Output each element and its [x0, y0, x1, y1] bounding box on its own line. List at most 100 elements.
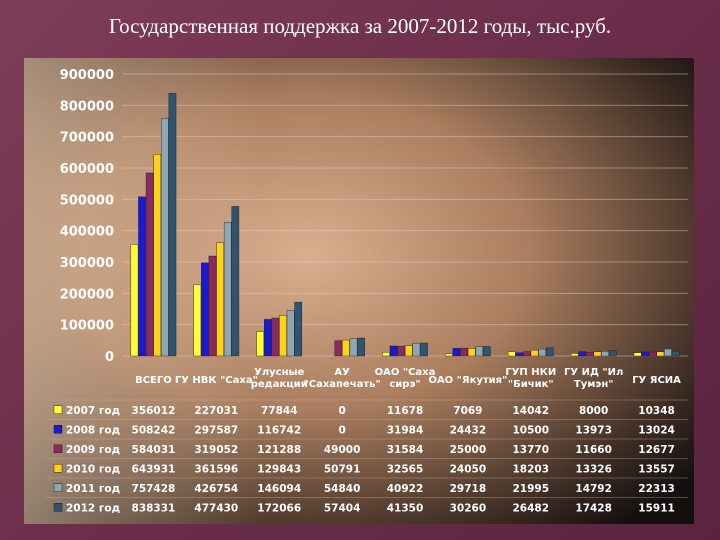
bar — [648, 351, 657, 357]
table-cell: 356012 — [132, 405, 176, 417]
table-cell: 49000 — [324, 444, 361, 456]
table-cell: 10348 — [638, 405, 675, 417]
slide-title: Государственная поддержка за 2007-2012 г… — [108, 14, 612, 38]
table-cell: 31984 — [387, 424, 424, 436]
bar — [294, 301, 303, 357]
category-label: АУ — [334, 367, 350, 378]
category-label: Тумэн" — [574, 379, 614, 390]
table-cell: 14042 — [513, 405, 550, 417]
bar — [530, 350, 539, 357]
table-cell: 0 — [338, 405, 345, 417]
table-cell: 13770 — [513, 444, 550, 456]
table-cell: 297587 — [194, 424, 238, 436]
category-label: ГУП НКИ — [505, 367, 556, 378]
category-label: ОАО "Якутия" — [428, 375, 507, 386]
y-tick-label: 800000 — [60, 99, 114, 114]
category-label: редакции — [251, 379, 308, 390]
bar — [545, 347, 554, 357]
category-label: ГУ ИД "Ил — [564, 367, 623, 378]
bar — [412, 342, 421, 357]
table-cell: 361596 — [194, 463, 238, 475]
category-label: "Бичик" — [508, 379, 554, 390]
bar — [256, 331, 265, 357]
table-cell: 7069 — [453, 405, 482, 417]
bar — [523, 351, 531, 357]
bar — [161, 118, 169, 357]
series-label: 2011 год — [66, 483, 120, 495]
y-tick-label: 600000 — [60, 162, 114, 177]
legend-swatch — [53, 464, 63, 473]
legend-swatch — [53, 444, 63, 453]
series-label: 2012 год — [66, 502, 120, 514]
table-cell: 426754 — [194, 483, 238, 495]
table-cell: 227031 — [194, 405, 238, 417]
table-cell: 319052 — [194, 444, 238, 456]
table-cell: 10500 — [513, 424, 550, 436]
table-cell: 121288 — [257, 444, 301, 456]
series-label: 2007 год — [66, 405, 120, 417]
bar — [507, 351, 516, 357]
table-cell: 40922 — [387, 483, 424, 495]
table-cell: 21995 — [513, 483, 550, 495]
table-cell: 17428 — [575, 502, 612, 514]
chart-panel: 0 100000 200000 300000 400000 500000 600000 700… — [24, 58, 694, 524]
table-cell: 22313 — [638, 483, 675, 495]
bar — [208, 255, 217, 357]
table-cell: 13557 — [638, 463, 675, 475]
category-label: "Сахапечать" — [304, 379, 381, 390]
bar — [264, 319, 272, 357]
bar — [601, 351, 609, 357]
bar — [578, 351, 587, 357]
table-cell: 31584 — [387, 444, 424, 456]
table-cell: 26482 — [513, 502, 550, 514]
bar — [138, 196, 146, 357]
bar — [538, 348, 546, 357]
table-cell: 15911 — [638, 502, 675, 514]
bar — [389, 345, 398, 357]
bar — [130, 244, 139, 357]
series-label: 2010 год — [66, 463, 120, 475]
bar — [231, 206, 240, 357]
table-cell: 24432 — [450, 424, 487, 436]
table-cell: 13024 — [638, 424, 675, 436]
table-cell: 30260 — [450, 502, 487, 514]
bar — [405, 345, 413, 357]
bar — [445, 353, 453, 357]
bar — [608, 350, 617, 357]
y-tick-label: 900000 — [60, 68, 114, 83]
y-tick-label: 300000 — [60, 256, 114, 271]
bar — [271, 317, 280, 357]
table-cell: 477430 — [194, 502, 238, 514]
bar — [168, 93, 177, 357]
bar — [515, 352, 524, 357]
table-cell: 584031 — [132, 444, 176, 456]
table-cell: 41350 — [387, 502, 424, 514]
category-label: Улусные — [254, 367, 304, 378]
bar — [586, 352, 594, 357]
bar — [357, 337, 365, 357]
table-cell: 838331 — [132, 502, 176, 514]
bar — [342, 339, 350, 357]
bar — [334, 340, 343, 357]
table-cell: 0 — [338, 424, 345, 436]
bar — [153, 154, 162, 357]
bar — [467, 348, 476, 357]
table-cell: 24050 — [450, 463, 487, 475]
bar — [452, 348, 461, 357]
bar — [286, 310, 295, 357]
table-cell: 18203 — [513, 463, 550, 475]
y-tick-label: 700000 — [60, 131, 114, 146]
bar — [397, 345, 406, 357]
table-cell: 12677 — [638, 444, 675, 456]
bar-chart: 0 100000 200000 300000 400000 500000 600000 700… — [24, 58, 694, 524]
bar — [570, 353, 579, 357]
table-cell: 643931 — [132, 463, 176, 475]
category-label: ВСЕГО — [135, 375, 172, 386]
bar — [279, 315, 287, 357]
table-cell: 116742 — [257, 424, 301, 436]
table-cell: 11678 — [387, 405, 424, 417]
bar — [664, 348, 672, 357]
table-cell: 54840 — [324, 483, 361, 495]
series-label: 2009 год — [66, 444, 120, 456]
table-cell: 32565 — [387, 463, 424, 475]
